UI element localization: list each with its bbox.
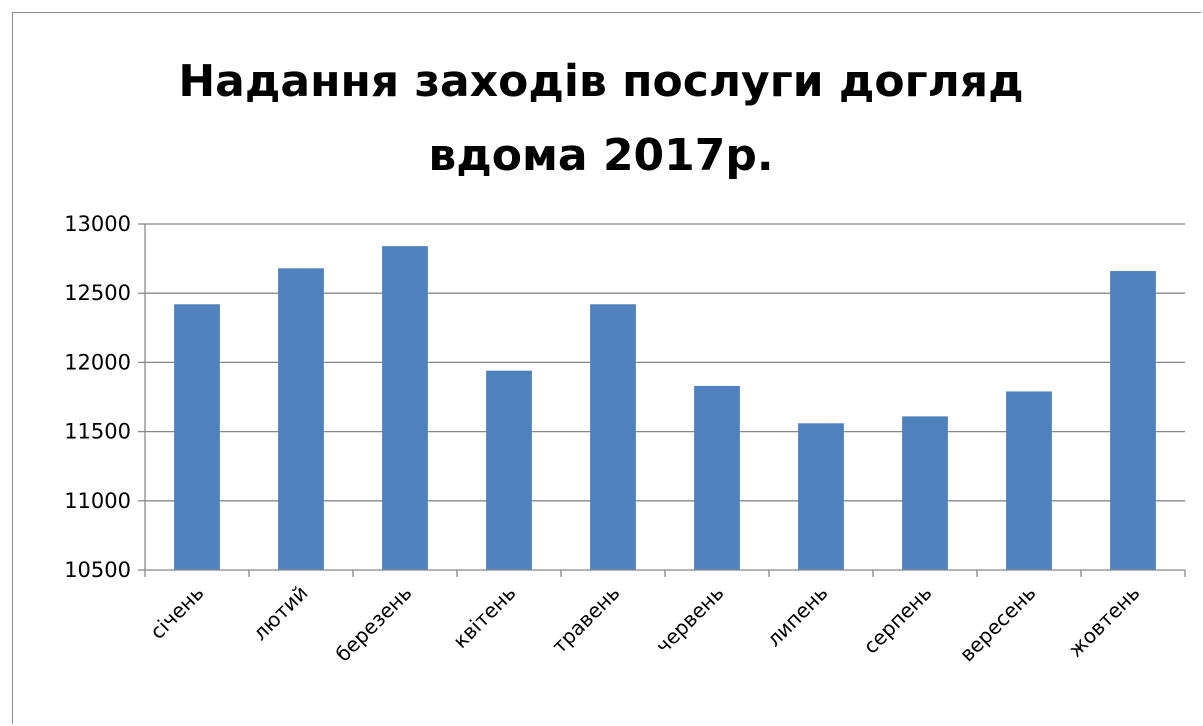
x-tick-label: жовтень: [1063, 581, 1144, 662]
x-tick-label: лютий: [248, 581, 313, 646]
y-tick-label: 12500: [64, 281, 131, 305]
x-tick-label: квітень: [448, 581, 520, 653]
y-tick-label: 11000: [64, 489, 131, 513]
y-axis-ticks: 10500 11000 11500 12000 12500 13000: [64, 212, 145, 582]
bar: [382, 246, 428, 571]
chart-title-line-1: Надання заходів послуги догляд: [178, 56, 1023, 107]
bar: [1006, 391, 1052, 570]
y-tick-label: 11500: [64, 420, 131, 444]
y-tick-label: 12000: [64, 350, 131, 374]
bar: [278, 268, 324, 570]
y-tick-label: 13000: [64, 212, 131, 236]
x-tick-label: вересень: [955, 581, 1041, 667]
bar: [798, 423, 844, 570]
bar: [1110, 271, 1156, 570]
x-tick-label: серпень: [859, 581, 937, 659]
chart-title-line-2: вдома 2017р.: [428, 130, 773, 181]
x-tick-label: січень: [145, 581, 208, 644]
bars: [174, 246, 1156, 571]
bar: [486, 370, 532, 570]
x-tick-label: червень: [651, 581, 729, 659]
category-labels: січень лютий березень квітень травень червень…: [145, 581, 1144, 667]
bar: [590, 304, 636, 570]
bar: [902, 416, 948, 570]
x-axis-ticks: [144, 570, 1186, 577]
bar: [694, 385, 740, 570]
x-tick-label: травень: [547, 581, 624, 658]
x-tick-label: липень: [762, 581, 833, 652]
y-tick-label: 10500: [64, 558, 131, 582]
bar: [174, 304, 220, 570]
x-tick-label: березень: [331, 581, 417, 667]
